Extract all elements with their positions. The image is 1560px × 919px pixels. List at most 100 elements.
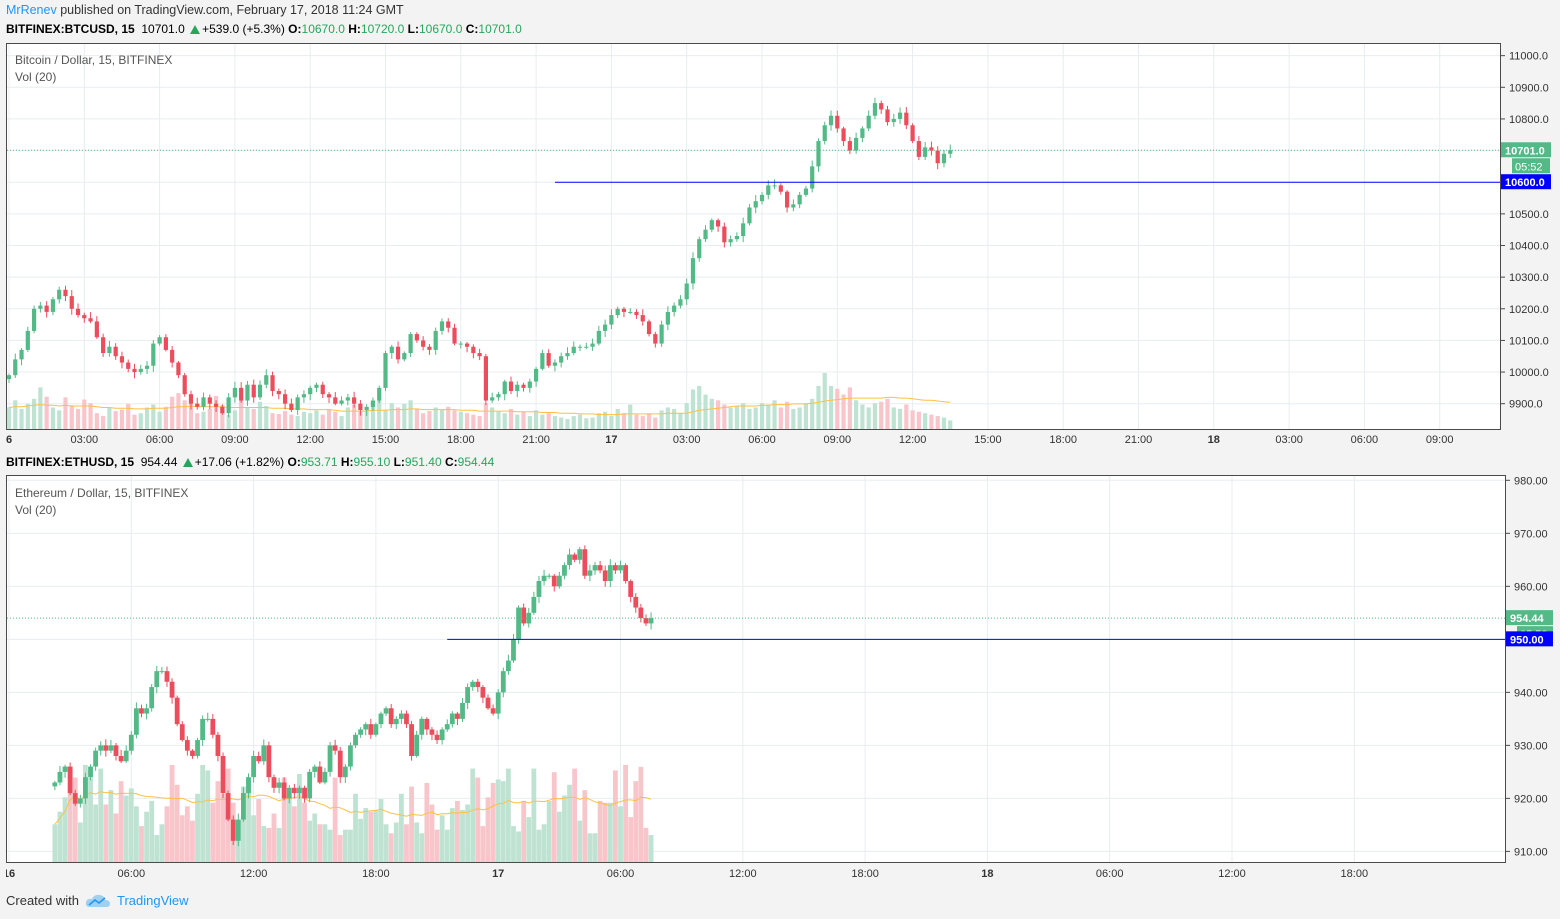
volume-bar	[409, 786, 414, 862]
volume-bar	[138, 413, 143, 429]
x-tick-label: 12:00	[296, 434, 324, 446]
candle-body	[424, 718, 430, 730]
candle-body	[239, 387, 244, 401]
candle-body	[257, 384, 263, 398]
plot-area	[6, 43, 1501, 430]
candle-body	[615, 308, 620, 316]
x-tick-label: 21:00	[522, 434, 550, 446]
btc-header: BITFINEX:BTCUSD, 15 10701.0 +539.0 (+5.3…	[6, 22, 522, 36]
volume-bar	[621, 413, 627, 429]
candle-body	[266, 745, 272, 778]
volume-bar	[584, 418, 589, 429]
candle-body	[261, 745, 267, 762]
volume-bar	[213, 395, 219, 429]
candle-body	[621, 308, 627, 312]
volume-bar	[872, 403, 878, 429]
low-value: 951.40	[404, 455, 442, 469]
candle-body	[94, 321, 99, 338]
y-tick-label: 9900.0	[1509, 399, 1543, 411]
candle-body	[429, 729, 435, 735]
created-with-text: Created with	[6, 893, 79, 908]
volume-bar	[628, 404, 633, 429]
x-tick-label: 06:00	[146, 434, 174, 446]
volume-bar	[603, 411, 608, 429]
eth-header: BITFINEX:ETHUSD, 15 954.44 +17.06 (+1.82…	[6, 455, 494, 469]
countdown-label: 05:52	[1515, 161, 1543, 173]
volume-bar	[108, 790, 114, 862]
volume-bar	[339, 416, 344, 429]
volume-bar	[133, 806, 139, 862]
volume-bar	[556, 811, 562, 862]
candle-body	[220, 755, 226, 794]
candle-body	[291, 787, 297, 794]
volume-bar	[179, 815, 185, 862]
candle-body	[317, 766, 323, 783]
candle-body	[295, 397, 300, 411]
tradingview-link[interactable]: TradingView	[116, 893, 189, 908]
level-badge-label: 950.00	[1510, 634, 1544, 646]
volume-bar	[948, 420, 953, 429]
volume-bar	[623, 765, 628, 862]
candle-body	[584, 346, 589, 348]
candle-body	[572, 554, 578, 560]
candle-body	[427, 346, 432, 350]
candle-body	[297, 787, 302, 794]
candle-body	[618, 565, 623, 571]
candle-body	[841, 128, 846, 142]
indicator-label: Vol (20)	[15, 70, 56, 84]
volume-bar	[508, 408, 514, 429]
volume-bar	[753, 407, 758, 429]
volume-bar	[98, 768, 104, 862]
eth-chart-pane[interactable]: 910.00 920.00 930.00 940.00 950.00 960.00 970.…	[6, 475, 1553, 883]
volume-bar	[377, 398, 382, 429]
y-tick-label: 10500.0	[1509, 209, 1549, 221]
x-tick-label: 06:00	[1096, 868, 1124, 880]
candle-body	[241, 793, 246, 820]
y-tick-label: 10100.0	[1509, 335, 1549, 347]
volume-bar	[317, 824, 323, 862]
candle-body	[270, 375, 275, 392]
volume-bar	[38, 387, 43, 429]
btc-chart-pane[interactable]: 9900.0 10000.0 10100.0 10200.0 10300.0 10400.…	[6, 43, 1553, 450]
volume-bar	[113, 813, 119, 862]
candle-body	[607, 565, 613, 582]
volume-bar	[562, 795, 567, 862]
high-value: 10720.0	[360, 22, 405, 36]
candle-body	[107, 346, 112, 354]
volume-bar	[697, 385, 702, 429]
volume-bar	[13, 400, 18, 429]
author-link[interactable]: MrRenev	[6, 3, 57, 17]
volume-bar	[879, 401, 884, 429]
volume-bar	[891, 407, 896, 429]
candle-body	[672, 305, 677, 312]
candle-body	[500, 671, 506, 693]
volume-bar	[170, 396, 175, 429]
y-tick-label: 930.00	[1514, 740, 1548, 752]
x-tick-label: 18:00	[1049, 434, 1077, 446]
volume-bar	[190, 820, 195, 862]
volume-bar	[577, 820, 583, 862]
x-tick-label: 18	[1208, 434, 1220, 446]
open-label: O:	[287, 455, 301, 469]
candle-body	[151, 343, 156, 366]
volume-bar	[200, 765, 206, 862]
volume-bar	[378, 799, 384, 862]
volume-bar	[634, 414, 639, 429]
candle-body	[378, 713, 384, 725]
candle-body	[753, 201, 758, 208]
candle-body	[822, 125, 827, 142]
volume-bar	[766, 404, 771, 429]
candle-body	[176, 362, 181, 376]
last-price-badge	[1501, 142, 1551, 158]
volume-bar	[276, 413, 281, 429]
volume-bar	[302, 802, 307, 862]
x-tick-label: 15:00	[974, 434, 1002, 446]
y-tick-label: 10300.0	[1509, 272, 1549, 284]
candle-body	[353, 734, 358, 746]
candle-body	[421, 340, 426, 347]
volume-bar	[429, 804, 435, 862]
volume-bar	[741, 403, 746, 429]
volume-bar	[587, 833, 593, 862]
x-tick-label: 16	[6, 868, 15, 880]
candle-body	[144, 365, 150, 369]
